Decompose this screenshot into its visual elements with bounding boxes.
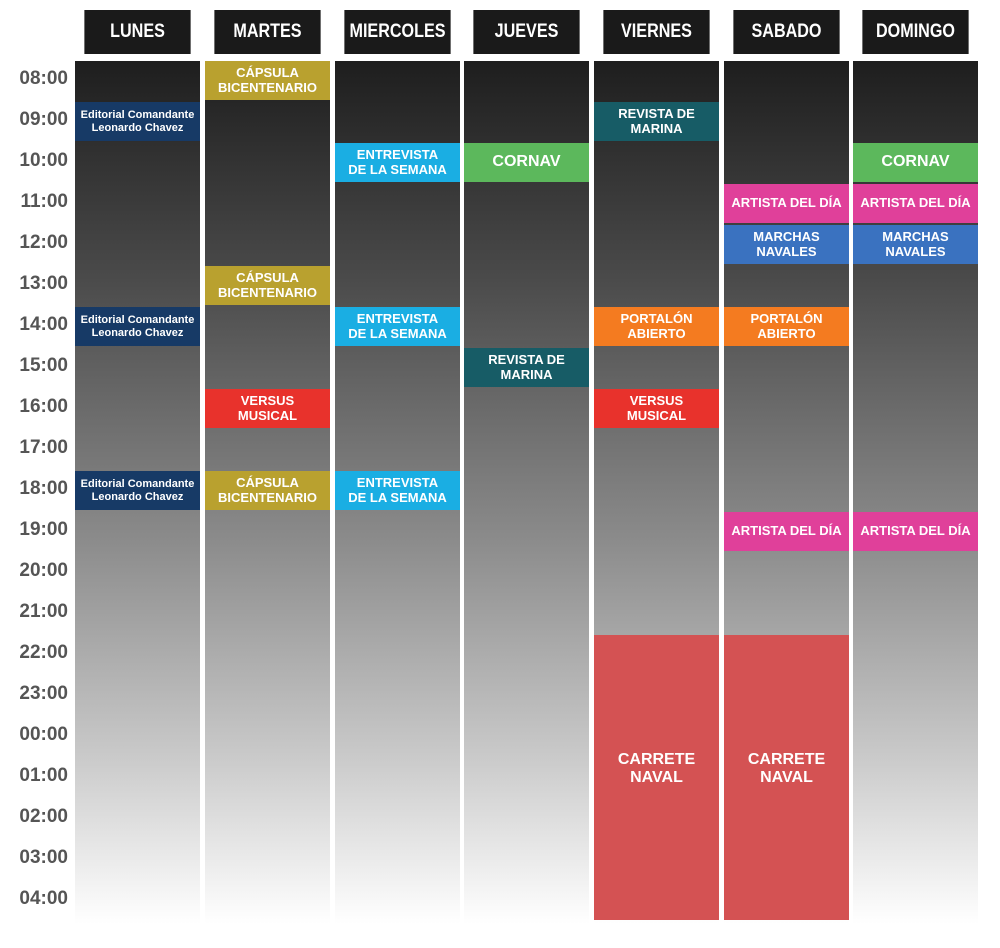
program-block: ARTISTA DEL DÍA — [724, 512, 849, 551]
time-label: 11:00 — [20, 191, 68, 212]
program-label: VERSUS MUSICAL — [237, 392, 298, 423]
program-label: VERSUS MUSICAL — [626, 392, 687, 423]
time-label: 02:00 — [19, 806, 68, 827]
time-label: 21:00 — [19, 601, 68, 622]
program-block: REVISTA DE MARINA — [594, 102, 719, 141]
program-block: CÁPSULA BICENTENARIO — [205, 471, 330, 510]
time-label: 03:00 — [19, 847, 68, 868]
day-header: DOMINGO — [862, 10, 969, 54]
program-label: CÁPSULA BICENTENARIO — [218, 64, 317, 95]
program-block: Editorial Comandante Leonardo Chavez — [75, 307, 200, 346]
program-label: REVISTA DE MARINA — [618, 105, 695, 136]
time-label: 23:00 — [19, 683, 68, 704]
program-block: VERSUS MUSICAL — [594, 389, 719, 428]
time-label: 15:00 — [19, 355, 68, 376]
program-block: CORNAV — [464, 143, 589, 182]
program-block: CÁPSULA BICENTENARIO — [205, 61, 330, 100]
program-label: ENTREVISTA DE LA SEMANA — [348, 474, 447, 505]
program-label: Editorial Comandante Leonardo Chavez — [80, 313, 195, 339]
time-label: 14:00 — [19, 314, 68, 335]
program-label: CÁPSULA BICENTENARIO — [218, 474, 317, 505]
program-label: Editorial Comandante Leonardo Chavez — [80, 477, 195, 503]
program-block: MARCHAS NAVALES — [724, 225, 849, 264]
day-header: MIERCOLES — [344, 10, 451, 54]
time-label: 16:00 — [19, 396, 68, 417]
day-header: VIERNES — [603, 10, 710, 54]
program-block: ENTREVISTA DE LA SEMANA — [335, 143, 460, 182]
program-label: ARTISTA DEL DÍA — [731, 195, 842, 211]
program-label: MARCHAS NAVALES — [882, 228, 949, 259]
program-block: PORTALÓN ABIERTO — [594, 307, 719, 346]
program-label: CORNAV — [881, 153, 950, 171]
time-label: 10:00 — [19, 150, 68, 171]
program-block: MARCHAS NAVALES — [853, 225, 978, 264]
program-label: PORTALÓN ABIERTO — [750, 310, 823, 341]
day-header: JUEVES — [473, 10, 580, 54]
program-block: REVISTA DE MARINA — [464, 348, 589, 387]
program-label: ARTISTA DEL DÍA — [731, 523, 842, 539]
program-label: PORTALÓN ABIERTO — [620, 310, 693, 341]
program-label: ENTREVISTA DE LA SEMANA — [348, 310, 447, 341]
program-block: CÁPSULA BICENTENARIO — [205, 266, 330, 305]
program-block: PORTALÓN ABIERTO — [724, 307, 849, 346]
program-block: ARTISTA DEL DÍA — [853, 184, 978, 223]
time-label: 01:00 — [19, 765, 68, 786]
time-label: 00:00 — [19, 724, 68, 745]
program-block: ENTREVISTA DE LA SEMANA — [335, 307, 460, 346]
program-label: Editorial Comandante Leonardo Chavez — [80, 108, 195, 134]
program-block: CARRETE NAVAL — [594, 635, 719, 920]
program-block: CARRETE NAVAL — [724, 635, 849, 920]
program-label: CÁPSULA BICENTENARIO — [218, 269, 317, 300]
program-label: ARTISTA DEL DÍA — [860, 523, 971, 539]
time-label: 09:00 — [19, 109, 68, 130]
program-block: CORNAV — [853, 143, 978, 182]
program-label: ENTREVISTA DE LA SEMANA — [348, 146, 447, 177]
time-label: 17:00 — [19, 437, 68, 458]
program-block: ARTISTA DEL DÍA — [853, 512, 978, 551]
program-label: CARRETE NAVAL — [617, 751, 696, 787]
program-block: ENTREVISTA DE LA SEMANA — [335, 471, 460, 510]
time-label: 19:00 — [19, 519, 68, 540]
day-header: MARTES — [214, 10, 321, 54]
time-label: 04:00 — [19, 888, 68, 909]
time-label: 08:00 — [19, 68, 68, 89]
program-block: Editorial Comandante Leonardo Chavez — [75, 471, 200, 510]
program-label: CARRETE NAVAL — [747, 751, 826, 787]
time-label: 18:00 — [19, 478, 68, 499]
program-block: ARTISTA DEL DÍA — [724, 184, 849, 223]
day-header: SABADO — [733, 10, 840, 54]
time-label: 12:00 — [19, 232, 68, 253]
time-label: 13:00 — [19, 273, 68, 294]
time-label: 22:00 — [19, 642, 68, 663]
day-column — [464, 61, 589, 924]
program-label: MARCHAS NAVALES — [753, 228, 820, 259]
program-block: Editorial Comandante Leonardo Chavez — [75, 102, 200, 141]
program-label: CORNAV — [492, 153, 561, 171]
program-label: ARTISTA DEL DÍA — [860, 195, 971, 211]
day-header: LUNES — [84, 10, 191, 54]
program-label: REVISTA DE MARINA — [488, 351, 565, 382]
program-block: VERSUS MUSICAL — [205, 389, 330, 428]
time-label: 20:00 — [19, 560, 68, 581]
